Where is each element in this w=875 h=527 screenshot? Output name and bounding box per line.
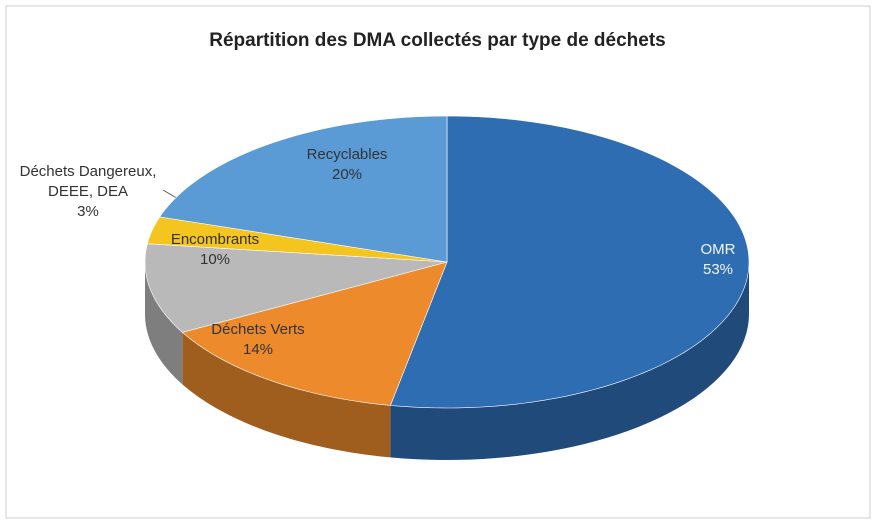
slice-name: OMR: [700, 241, 736, 258]
slice-side: [390, 262, 749, 460]
slice-side: [145, 262, 183, 385]
slice-value: 10%: [199, 251, 231, 268]
slice-side: [182, 332, 391, 458]
data-label: Déchets Dangereux, DEEE, DEA 3%: [8, 162, 168, 222]
slice-name: Recyclables: [306, 146, 388, 163]
slice-value: 14%: [242, 341, 274, 358]
slice: [389, 115, 750, 409]
slice: [181, 261, 448, 406]
data-label: Encombrants 10%: [171, 230, 259, 270]
slice-value: 3%: [77, 203, 99, 220]
slice-name: Encombrants: [170, 231, 260, 248]
chart-title: Répartition des DMA collectés par type d…: [209, 30, 666, 51]
slice-name: Déchets Verts: [211, 321, 305, 338]
slice: [144, 243, 448, 333]
slice-value: 20%: [331, 166, 363, 183]
slice: [146, 216, 448, 263]
slice-name: Déchets Dangereux, DEEE, DEA: [19, 163, 157, 200]
slice: [159, 115, 448, 263]
data-label: Déchets Verts 14%: [211, 320, 304, 360]
data-label: OMR 53%: [701, 240, 736, 280]
slice-value: 53%: [702, 261, 734, 278]
data-label: Recyclables 20%: [307, 145, 388, 185]
